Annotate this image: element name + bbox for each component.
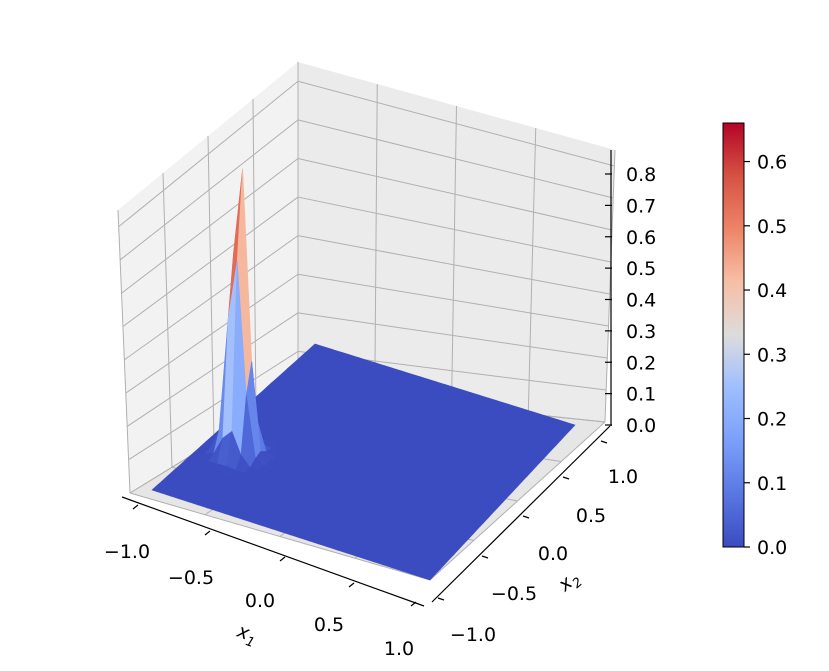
x-tick-label: 0.0 <box>245 590 275 612</box>
x-tick-mark <box>132 504 139 510</box>
grid-line <box>121 158 299 294</box>
y-tick-mark <box>437 597 445 601</box>
x-tick-mark <box>348 582 355 588</box>
x-tick-label: 0.5 <box>314 614 344 636</box>
grid-line <box>297 119 614 199</box>
grid-line <box>119 119 299 261</box>
grid-line <box>527 127 537 415</box>
y-tick-label: 1.0 <box>608 466 638 488</box>
grid-line <box>297 273 609 327</box>
y-axis-label: x2 <box>553 566 585 599</box>
grid-line <box>207 135 215 442</box>
z-tick-label: 0.3 <box>626 321 656 343</box>
grid-line <box>124 235 299 361</box>
grid-line <box>117 209 131 494</box>
colorbar-tick-label: 0.5 <box>757 216 787 238</box>
x-axis-ticks: −1.0 −0.5 0.0 0.5 1.0 <box>104 504 417 660</box>
x-axis-label: x1 <box>232 620 260 651</box>
colorbar-tick-label: 0.0 <box>757 537 787 559</box>
grid-line <box>128 350 299 461</box>
colorbar-gradient <box>722 122 745 548</box>
colorbar-tick-label: 0.1 <box>757 473 787 495</box>
x-tick-mark <box>410 601 417 607</box>
pane-right <box>298 62 615 422</box>
grid-line <box>126 312 299 427</box>
colorbar-tick-label: 0.2 <box>757 409 787 431</box>
z-tick-label: 0.0 <box>626 415 656 437</box>
z-tick-label: 0.1 <box>626 384 656 406</box>
y-tick-label: −1.0 <box>450 624 496 646</box>
grid-line <box>125 273 299 394</box>
z-tick-label: 0.4 <box>626 290 656 312</box>
grid-line <box>297 235 610 295</box>
x-tick-mark <box>279 556 286 562</box>
grid-line <box>297 312 608 359</box>
z-tick-label: 0.7 <box>626 195 656 217</box>
grid-line <box>374 83 378 399</box>
grid-line <box>297 80 615 167</box>
colorbar-tick-label: 0.4 <box>757 280 787 302</box>
z-tick-label: 0.8 <box>626 164 656 186</box>
y-tick-label: 0.5 <box>576 505 606 527</box>
grid-line <box>122 196 299 327</box>
x-tick-mark <box>204 530 211 536</box>
z-tick-label: 0.2 <box>626 352 656 374</box>
x-axis-line <box>121 496 425 607</box>
grid-line <box>252 98 257 416</box>
x-tick-label: −1.0 <box>104 541 150 563</box>
axis-lines <box>121 150 612 607</box>
y-tick-mark <box>600 440 608 444</box>
z-tick-label: 0.6 <box>626 227 656 249</box>
x-tick-label: 1.0 <box>384 638 414 660</box>
y-tick-label: −0.5 <box>491 583 537 605</box>
grid-line <box>118 80 299 228</box>
grid-line <box>297 196 611 263</box>
z-tick-label: 0.5 <box>626 258 656 280</box>
colorbar-tick-label: 0.3 <box>757 344 787 366</box>
y-tick-mark <box>522 515 530 519</box>
y-tick-label: 0.0 <box>538 543 568 565</box>
grid-line <box>297 157 613 231</box>
y-axis-line <box>431 425 611 603</box>
grid-line <box>129 492 431 581</box>
y-tick-mark <box>481 555 489 559</box>
y-tick-mark <box>562 476 570 480</box>
x-tick-label: −0.5 <box>168 567 214 589</box>
y-axis-ticks: −1.0 −0.50.0 0.51.0 <box>437 440 638 646</box>
z-axis-ticks: 0.0 0.1 0.2 0.3 0.4 0.5 0.6 0.7 0.8 <box>605 164 656 437</box>
surface <box>151 168 576 581</box>
grid-line <box>451 105 457 407</box>
grid-line <box>162 172 173 468</box>
grid-line <box>604 149 616 423</box>
colorbar: 0.0 0.1 0.2 0.3 0.4 0.5 0.6 <box>722 122 787 559</box>
colorbar-ticks: 0.0 0.1 0.2 0.3 0.4 0.5 0.6 <box>744 152 787 559</box>
surface-patch <box>420 571 436 581</box>
colorbar-tick-label: 0.6 <box>757 152 787 174</box>
